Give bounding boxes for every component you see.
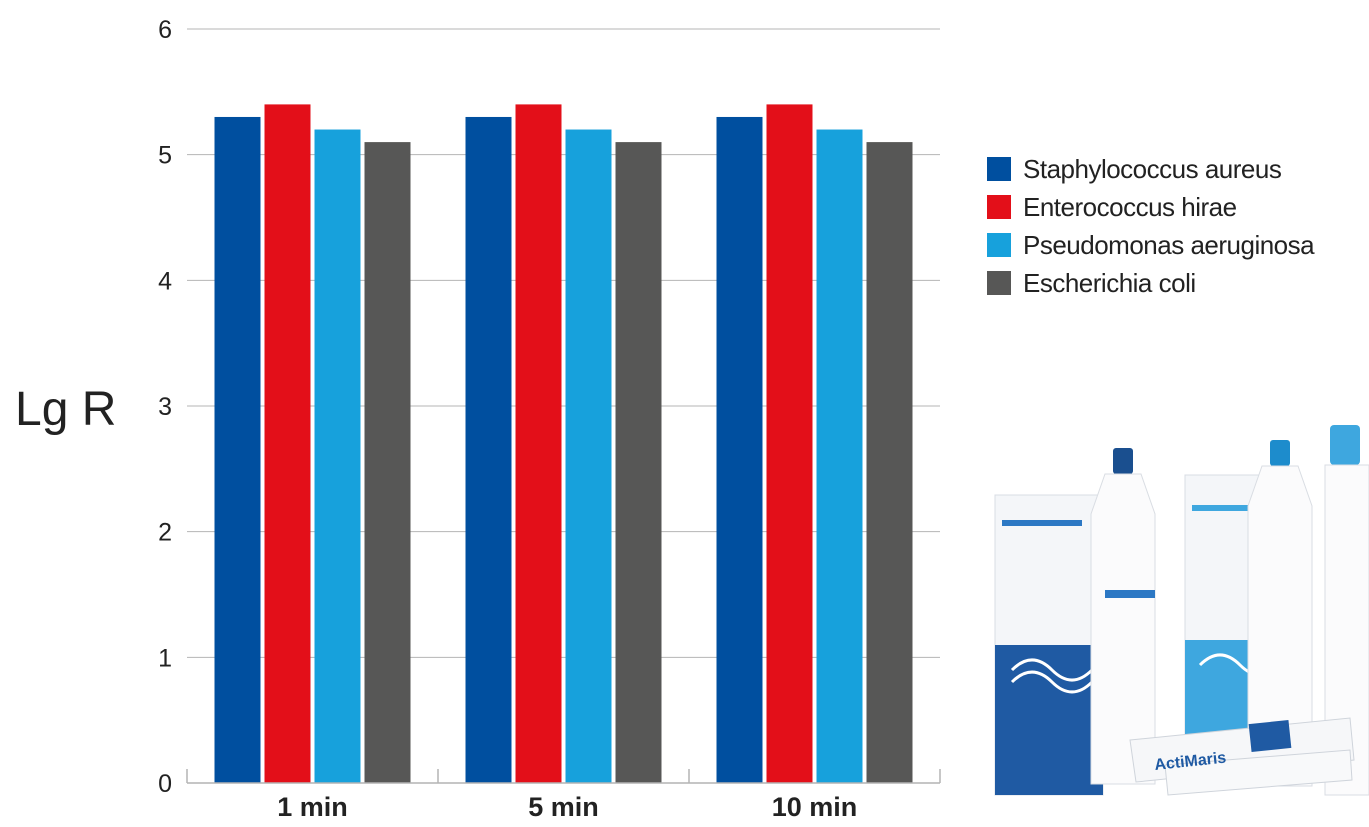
bar-enterococcus-hirae-10-min — [766, 104, 813, 783]
bottle-left — [1090, 473, 1156, 785]
bottle-right — [1324, 464, 1369, 796]
y-axis-label: Lg R — [15, 383, 116, 436]
legend-swatch-staphylococcus — [987, 157, 1011, 181]
product-box-middle-stripe — [1192, 505, 1272, 511]
legend-item-escherichia: Escherichia coli — [987, 264, 1314, 302]
legend-swatch-enterococcus — [987, 195, 1011, 219]
bottle-cap-middle — [1270, 440, 1290, 466]
bottle-cap-right — [1330, 425, 1360, 465]
y-tick-label: 6 — [158, 16, 172, 44]
product-illustration: ActiMaris — [994, 425, 1369, 796]
bar-escherichia-coli-5-min — [615, 142, 662, 784]
x-category-label: 1 min — [277, 792, 348, 822]
tube-front-band — [1248, 719, 1292, 753]
bottle-left-stripe — [1105, 590, 1155, 598]
bar-staphylococcus-aureus-1-min — [214, 116, 261, 783]
legend-swatch-pseudomonas — [987, 233, 1011, 257]
axes: 0 1 2 3 4 5 6 1 min 5 min 10 min — [158, 16, 941, 822]
legend-label-staphylococcus: Staphylococcus aureus — [1023, 153, 1282, 184]
bar-pseudomonas-aeruginosa-10-min — [816, 129, 863, 784]
tube-back — [1164, 749, 1353, 796]
legend-label-pseudomonas: Pseudomonas aeruginosa — [1023, 229, 1315, 260]
y-tick-label: 0 — [158, 770, 172, 798]
legend-label-escherichia: Escherichia coli — [1023, 267, 1196, 298]
bar-escherichia-coli-1-min — [364, 142, 411, 784]
legend: Staphylococcus aureus Enterococcus hirae… — [987, 150, 1315, 302]
bar-enterococcus-hirae-1-min — [264, 104, 311, 783]
x-category-label: 5 min — [528, 792, 599, 822]
legend-item-pseudomonas: Pseudomonas aeruginosa — [987, 226, 1315, 264]
y-tick-label: 3 — [158, 393, 172, 421]
bar-enterococcus-hirae-5-min — [515, 104, 562, 783]
bar-escherichia-coli-10-min — [866, 142, 913, 784]
bottle-middle — [1247, 465, 1313, 787]
bars — [214, 104, 913, 784]
grid-lines — [187, 28, 940, 658]
legend-label-enterococcus: Enterococcus hirae — [1023, 191, 1237, 222]
bar-pseudomonas-aeruginosa-1-min — [314, 129, 361, 784]
bar-staphylococcus-aureus-10-min — [716, 116, 763, 783]
product-photo: ActiMaris — [980, 420, 1369, 827]
y-tick-label: 1 — [158, 644, 172, 672]
legend-swatch-escherichia — [987, 271, 1011, 295]
wave-icon — [1010, 670, 1094, 694]
wave-icon — [1010, 658, 1094, 682]
legend-item-enterococcus: Enterococcus hirae — [987, 188, 1314, 226]
product-box-left-stripe — [1002, 520, 1082, 526]
bar-pseudomonas-aeruginosa-5-min — [565, 129, 612, 784]
y-tick-label: 2 — [158, 519, 172, 547]
bar-staphylococcus-aureus-5-min — [465, 116, 512, 783]
y-tick-label: 4 — [158, 267, 172, 295]
x-category-label: 10 min — [772, 792, 858, 822]
bottle-cap-left — [1113, 448, 1133, 474]
legend-item-staphylococcus: Staphylococcus aureus — [987, 150, 1314, 188]
y-tick-label: 5 — [158, 142, 172, 170]
